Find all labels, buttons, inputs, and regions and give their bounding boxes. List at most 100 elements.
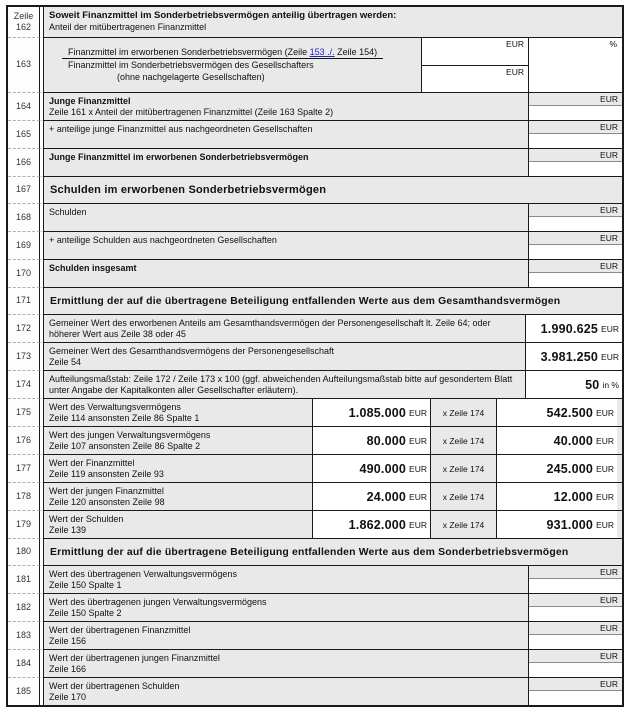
row-number: 182 xyxy=(15,601,32,612)
row-sublabel: Zeile 114 ansonsten Zeile 86 Spalte 1 xyxy=(49,412,200,423)
amount-input[interactable] xyxy=(529,578,622,593)
percent-input[interactable]: % xyxy=(528,38,622,92)
currency-label: EUR xyxy=(409,491,427,502)
row-content: Junge Finanzmittel im erworbenen Sonderb… xyxy=(43,149,622,177)
row-content: + anteilige Schulden aus nachgeordneten … xyxy=(43,232,622,260)
result-amount-field[interactable]: 245.000 EUR xyxy=(496,455,617,482)
row-number-cell: 174 xyxy=(8,371,40,399)
row-number: 183 xyxy=(15,629,32,640)
form-table: Zeile 162 Soweit Finanzmittel im Sonderb… xyxy=(6,5,624,707)
form-row-167: 167 Schulden im erworbenen Sonderbetrieb… xyxy=(8,177,622,204)
amount-input[interactable] xyxy=(529,690,622,705)
unit-label: EUR xyxy=(601,323,619,334)
amount-input[interactable] xyxy=(529,133,622,148)
row-number: 168 xyxy=(15,211,32,222)
row-content: Schulden im erworbenen Sonderbetriebsver… xyxy=(43,177,622,204)
amount-cell: EUR xyxy=(528,622,622,649)
row-label: Wert des Verwaltungsvermögens xyxy=(49,402,181,412)
column-divider xyxy=(40,594,43,622)
currency-label: EUR xyxy=(506,39,524,49)
currency-label: EUR xyxy=(409,435,427,446)
form-row-177: 177 Wert der Finanzmittel Zeile 119 anso… xyxy=(8,455,622,483)
amount-value-field[interactable]: 50 in % xyxy=(525,371,622,398)
row-number-cell: 169 xyxy=(8,232,40,260)
row-number-cell: 170 xyxy=(8,260,40,288)
row-label: Wert der übertragenen jungen Finanzmitte… xyxy=(49,653,220,663)
row-number-cell: 176 xyxy=(8,427,40,455)
numerator-amount-input[interactable]: EUR xyxy=(422,38,528,66)
row-label: Aufteilungsmaßstab: Zeile 172 / Zeile 17… xyxy=(49,374,513,395)
multiplier-cell: x Zeile 174 xyxy=(430,511,496,538)
row-content: Wert des jungen Verwaltungsvermögens Zei… xyxy=(43,427,622,455)
row-number-cell: 163 xyxy=(8,38,40,93)
base-amount-value: 24.000 xyxy=(366,489,407,504)
base-amount-field[interactable]: 1.085.000 EUR xyxy=(312,399,430,426)
fraction-numerator: Finanzmittel im erworbenen Sonderbetrieb… xyxy=(62,47,384,60)
section-title: Ermittlung der auf die übertragene Betei… xyxy=(50,295,561,307)
row-content: Schulden insgesamt EUR xyxy=(43,260,622,288)
result-amount-field[interactable]: 40.000 EUR xyxy=(496,427,617,454)
form-row-170: 170 Schulden insgesamt EUR xyxy=(8,260,622,288)
result-amount-field[interactable]: 542.500 EUR xyxy=(496,399,617,426)
base-amount-value: 1.862.000 xyxy=(348,517,407,532)
fraction-denominator: Finanzmittel im Sonderbetriebsvermögen d… xyxy=(62,59,320,83)
result-amount-value: 12.000 xyxy=(553,489,594,504)
row-content: Ermittlung der auf die übertragene Betei… xyxy=(43,539,622,566)
row-description: Schulden xyxy=(44,204,528,231)
result-amount-value: 931.000 xyxy=(546,517,594,532)
currency-label: EUR xyxy=(596,463,614,474)
section-title: Ermittlung der auf die übertragene Betei… xyxy=(50,546,569,558)
result-amount-field[interactable]: 931.000 EUR xyxy=(496,511,617,538)
base-amount-field[interactable]: 80.000 EUR xyxy=(312,427,430,454)
column-divider xyxy=(40,260,43,288)
result-amount-field[interactable]: 12.000 EUR xyxy=(496,483,617,510)
row-label: Wert der Schulden xyxy=(49,514,124,524)
form-row-184: 184 Wert der übertragenen jungen Finanzm… xyxy=(8,650,622,678)
row-content: Wert der übertragenen Schulden Zeile 170… xyxy=(43,678,622,705)
amount-cell: EUR xyxy=(528,678,622,705)
amount-input[interactable] xyxy=(529,662,622,677)
row-number: 180 xyxy=(15,546,32,557)
amount-cell: EUR xyxy=(528,149,622,176)
amount-input[interactable] xyxy=(529,244,622,259)
currency-label: EUR xyxy=(596,435,614,446)
row-description: Gemeiner Wert des Gesamthandsvermögens d… xyxy=(44,343,525,370)
base-amount-field[interactable]: 1.862.000 EUR xyxy=(312,511,430,538)
currency-label: EUR xyxy=(600,94,618,104)
row-label: Gemeiner Wert des erworbenen Anteils am … xyxy=(49,318,491,339)
column-divider xyxy=(40,511,43,539)
amount-input[interactable] xyxy=(529,216,622,231)
row-number-cell: 168 xyxy=(8,204,40,232)
base-amount-field[interactable]: 24.000 EUR xyxy=(312,483,430,510)
base-amount-value: 490.000 xyxy=(359,461,407,476)
row-number-cell: 182 xyxy=(8,594,40,622)
row-number: 175 xyxy=(15,406,32,417)
base-amount-value: 80.000 xyxy=(366,433,407,448)
row-sublabel: Zeile 107 ansonsten Zeile 86 Spalte 2 xyxy=(49,440,201,451)
amount-input[interactable] xyxy=(529,606,622,621)
amount-value-field[interactable]: 3.981.250 EUR xyxy=(525,343,622,370)
row-number: 179 xyxy=(15,518,32,529)
base-amount-field[interactable]: 490.000 EUR xyxy=(312,455,430,482)
zeile-153-link[interactable]: 153 ./. xyxy=(309,47,335,58)
amount-input[interactable] xyxy=(529,105,622,120)
row-number: 176 xyxy=(15,434,32,445)
multiplier-cell: x Zeile 174 xyxy=(430,483,496,510)
row-content: Wert des übertragenen jungen Verwaltungs… xyxy=(43,594,622,622)
currency-label: EUR xyxy=(600,261,618,271)
column-divider xyxy=(40,455,43,483)
row-description: Wert der übertragenen Schulden Zeile 170 xyxy=(44,678,528,705)
row-number-cell: 173 xyxy=(8,343,40,371)
row-description: Wert des jungen Verwaltungsvermögens Zei… xyxy=(44,427,312,454)
amount-input[interactable] xyxy=(529,272,622,287)
row-description: Junge Finanzmittel Zeile 161 x Anteil de… xyxy=(44,93,528,120)
amount-input[interactable] xyxy=(529,161,622,176)
denominator-amount-input[interactable]: EUR xyxy=(422,66,528,93)
row-number: 166 xyxy=(15,156,32,167)
amount-value-field[interactable]: 1.990.625 EUR xyxy=(525,315,622,342)
column-divider xyxy=(40,7,43,38)
amount-input[interactable] xyxy=(529,634,622,649)
tax-form-page: Zeile 162 Soweit Finanzmittel im Sonderb… xyxy=(6,5,624,707)
row-sublabel: Zeile 166 xyxy=(49,663,87,674)
column-divider xyxy=(40,38,43,93)
